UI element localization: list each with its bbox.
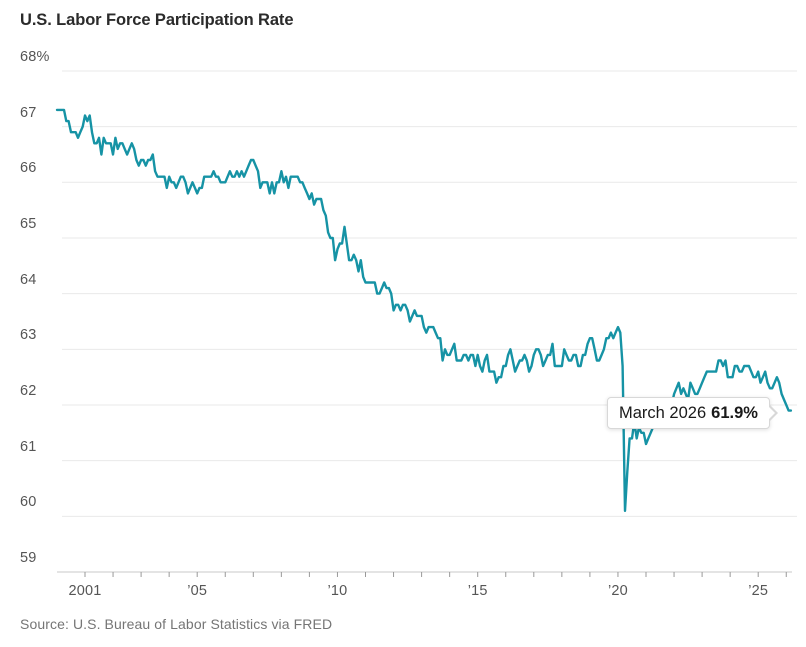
y-axis-label: 62 [20, 382, 37, 399]
y-axis-label: 59 [20, 550, 37, 566]
y-axis-label: 65 [20, 215, 37, 232]
x-axis-label: ’05 [187, 583, 208, 599]
x-axis-label: 2001 [68, 583, 102, 599]
chart-title: U.S. Labor Force Participation Rate [20, 11, 294, 29]
tooltip-value: 61.9% [711, 403, 758, 422]
x-axis-label: ’20 [607, 583, 628, 599]
y-axis-label: 63 [20, 327, 37, 344]
x-axis-label: ’25 [748, 583, 769, 599]
tooltip-pointer-icon [767, 405, 776, 421]
last-value-tooltip: March 2026 61.9% [607, 397, 778, 429]
y-axis-label: 68% [20, 48, 50, 65]
y-axis-label: 66 [20, 160, 37, 177]
data-series-line [55, 108, 793, 512]
y-axis-label: 61 [20, 438, 37, 455]
y-axis-label: 64 [20, 271, 37, 288]
y-axis-label: 60 [20, 494, 37, 511]
tooltip-date-label: March 2026 [619, 403, 707, 422]
y-axis-label: 67 [20, 104, 37, 121]
x-axis-label: ’10 [327, 583, 348, 599]
source-note: Source: U.S. Bureau of Labor Statistics … [20, 616, 333, 632]
x-axis-label: ’15 [467, 583, 488, 599]
